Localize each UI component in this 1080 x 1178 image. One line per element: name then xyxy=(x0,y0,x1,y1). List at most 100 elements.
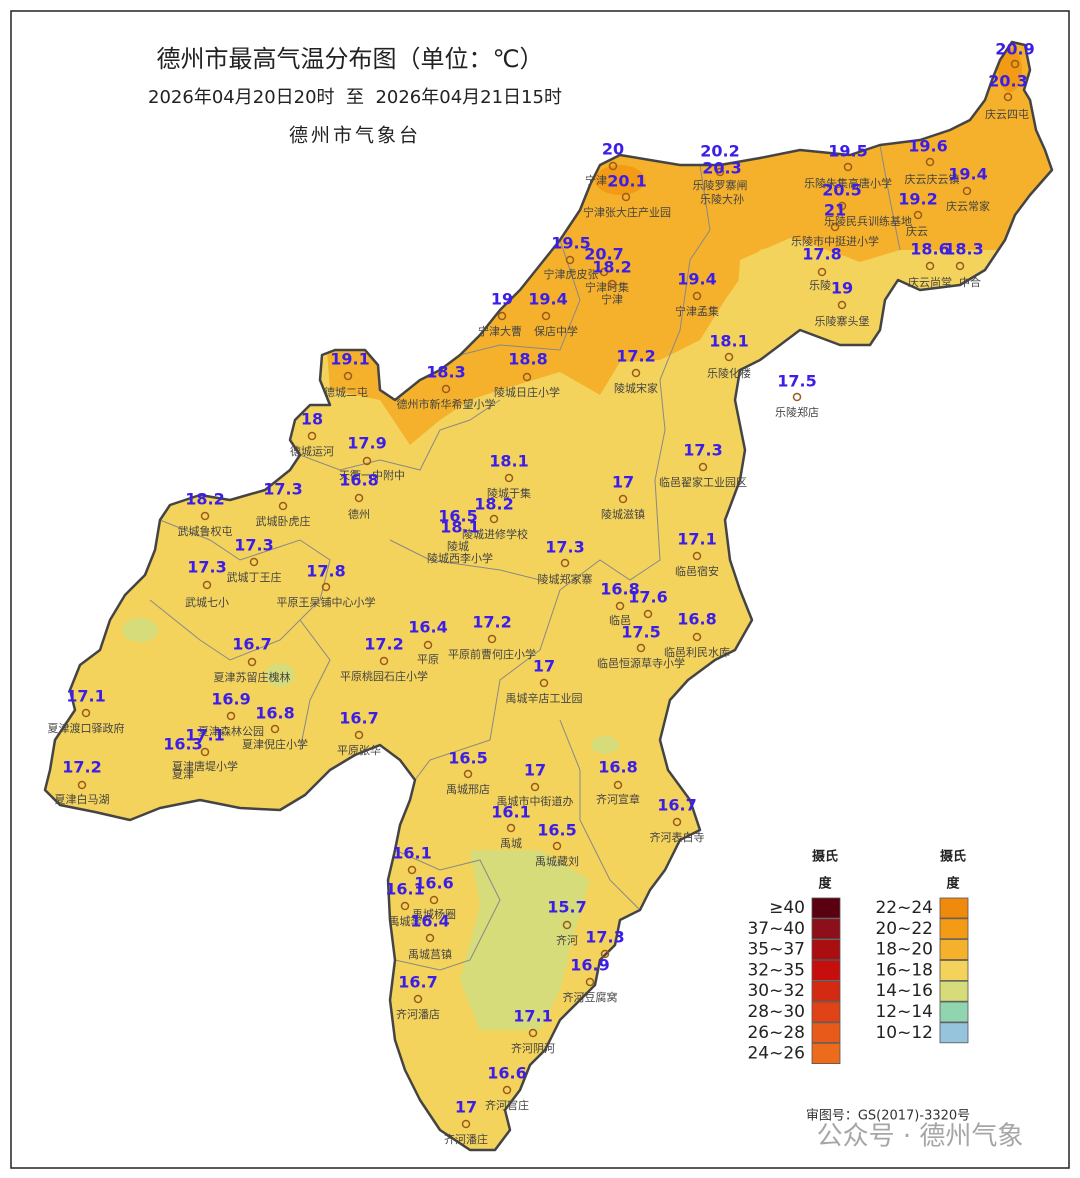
station-value: 16.1 xyxy=(491,803,530,822)
station-name: 平原张华 xyxy=(337,743,381,757)
station-name: 宁津 xyxy=(601,292,623,306)
station-value: 17.1 xyxy=(513,1007,552,1026)
station-dot xyxy=(278,501,288,511)
station-dot xyxy=(413,994,423,1004)
station-name: 禹城市中街道办 xyxy=(497,794,574,808)
station-value: 17 xyxy=(612,473,634,492)
station-value: 17.6 xyxy=(628,588,667,607)
legend-label: 35~37 xyxy=(747,940,805,960)
legend-label: 10~12 xyxy=(875,1023,933,1043)
legend-unit: 摄氏 xyxy=(940,849,966,865)
legend-label: 26~28 xyxy=(747,1023,805,1043)
legend-label: 12~14 xyxy=(875,1002,933,1022)
station-value: 17.5 xyxy=(621,623,660,642)
legend: 摄氏度 ≥4037~4035~3732~3530~3228~3026~2824~2… xyxy=(747,849,969,1064)
station-value: 17.3 xyxy=(585,928,624,947)
station-name: 乐陵大孙 xyxy=(700,192,744,206)
station-dot xyxy=(504,473,514,483)
station-dot xyxy=(541,311,551,321)
station-value: 18.8 xyxy=(508,350,547,369)
station-name: 乐陵化楼 xyxy=(707,366,751,380)
station-value: 18.6 xyxy=(910,240,949,259)
zone-14-16 xyxy=(591,736,619,754)
county-border xyxy=(394,849,501,971)
station-name: 夏津白马湖 xyxy=(55,792,110,806)
station-value: 16.5 xyxy=(438,507,477,526)
station-dot xyxy=(692,551,702,561)
station-value: 20.1 xyxy=(607,172,646,191)
legend-swatch xyxy=(939,918,969,940)
station-dot xyxy=(925,261,935,271)
station-value: 18.2 xyxy=(185,490,224,509)
station-dot xyxy=(200,747,210,757)
station-value: 19.2 xyxy=(898,190,937,209)
station-name: 临邑 xyxy=(609,613,631,627)
station-dot xyxy=(843,162,853,172)
station-value: 17.2 xyxy=(62,758,101,777)
station-dot xyxy=(354,730,364,740)
station-dot xyxy=(400,901,410,911)
station-name: 禹城莒镇 xyxy=(408,947,452,961)
legend-swatch xyxy=(939,939,969,960)
county-border xyxy=(414,164,711,781)
station-value: 17.3 xyxy=(263,480,302,499)
station-name: 德州 xyxy=(348,507,370,521)
station-name: 齐河阴河 xyxy=(511,1041,555,1055)
station-dot xyxy=(489,514,499,524)
station-value: 20.5 xyxy=(822,181,861,200)
station-dot xyxy=(429,895,439,905)
legend-swatch xyxy=(811,918,841,940)
station-dot xyxy=(636,643,646,653)
station-dot xyxy=(343,371,353,381)
station-value: 19 xyxy=(491,290,513,309)
legend-swatch xyxy=(939,980,969,1002)
station-dot xyxy=(307,431,317,441)
station-name: 齐河官庄 xyxy=(485,1098,529,1112)
station-name: 中合 xyxy=(959,275,981,289)
station-name: 宁津张大庄产业园 xyxy=(583,205,671,219)
station-value: 16.9 xyxy=(211,690,250,709)
station-dot xyxy=(600,949,610,959)
station-name: 临邑恒源草寺小学 xyxy=(597,656,685,670)
station-value: 19 xyxy=(831,279,853,298)
station-value: 20 xyxy=(602,140,624,159)
station-value: 16.5 xyxy=(537,821,576,840)
station-name: 庆云常家 xyxy=(946,199,990,213)
station-value: 19.4 xyxy=(677,270,716,289)
county-border xyxy=(389,539,541,581)
station-value: 17.2 xyxy=(616,347,655,366)
station-value: 17.2 xyxy=(472,613,511,632)
station-value: 18.2 xyxy=(592,258,631,277)
station-name: 齐河 xyxy=(556,933,578,947)
station-value: 18.3 xyxy=(944,240,983,259)
station-value: 18.1 xyxy=(489,452,528,471)
legend-label: 24~26 xyxy=(747,1044,805,1064)
county-border xyxy=(879,144,901,251)
station-dot xyxy=(692,632,702,642)
station-name: 庆云四屯 xyxy=(985,107,1029,121)
legend-unit: 摄氏 xyxy=(812,849,838,865)
station-dot xyxy=(618,494,628,504)
map-outline xyxy=(43,40,1054,1152)
station-dot xyxy=(539,678,549,688)
station-name: 保店中学 xyxy=(534,324,578,338)
station-value: 16.9 xyxy=(570,956,609,975)
station-dot xyxy=(925,157,935,167)
zone-14-16 xyxy=(265,663,295,687)
legend-swatch xyxy=(811,897,841,919)
station-dot xyxy=(607,279,617,289)
station-value: 17.1 xyxy=(677,530,716,549)
station-name: 宁津大曹 xyxy=(478,324,522,338)
station-dot xyxy=(672,817,682,827)
station-name: 陵城日庄小学 xyxy=(494,385,560,399)
station-value: 17.3 xyxy=(234,536,273,555)
station-dot xyxy=(226,711,236,721)
station-value: 16.7 xyxy=(657,796,696,815)
station-value: 17.1 xyxy=(185,726,224,745)
station-dot xyxy=(441,384,451,394)
legend-label: 18~20 xyxy=(875,940,933,960)
station-name: 乐陵郑店 xyxy=(775,405,819,419)
station-name: 齐河潘店 xyxy=(396,1007,440,1021)
station-name: 禹城 xyxy=(500,837,522,850)
